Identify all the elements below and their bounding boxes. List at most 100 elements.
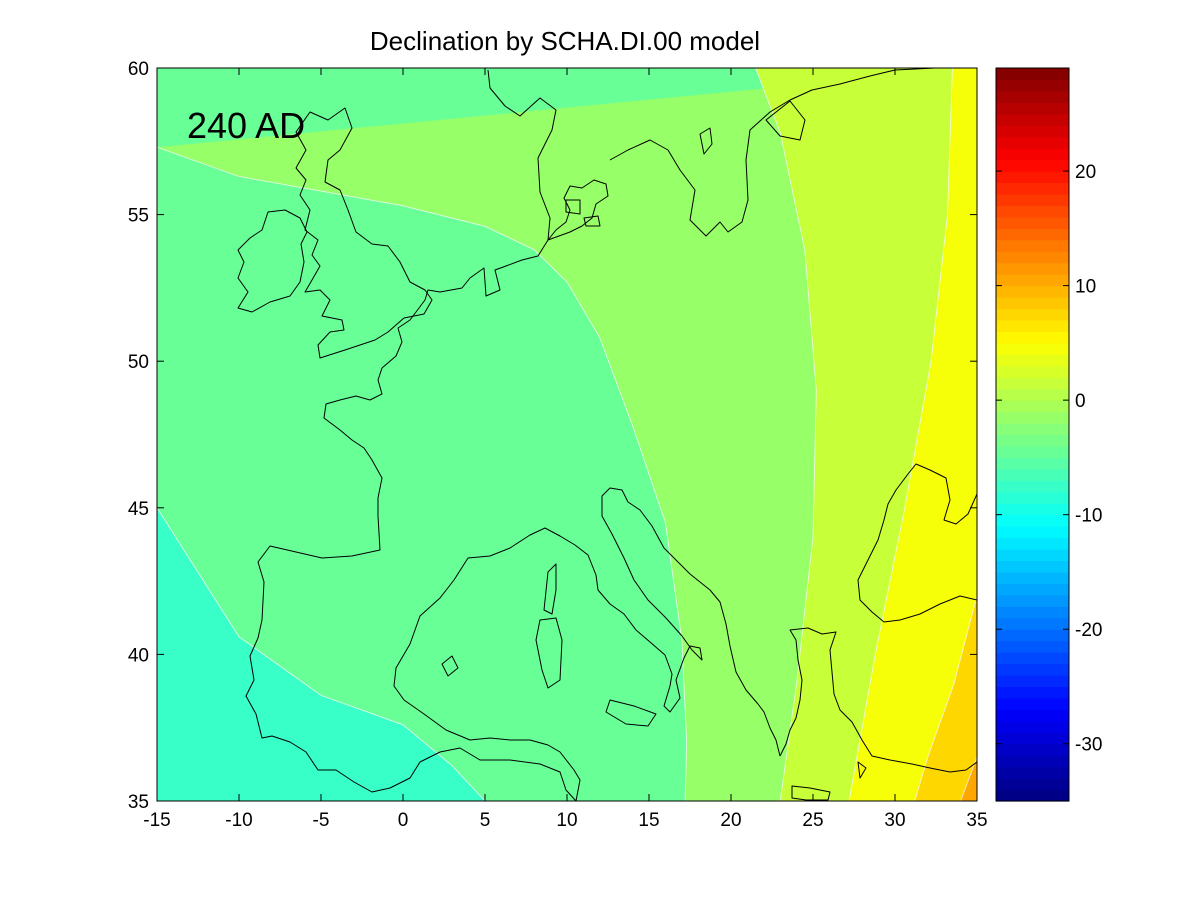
x-tick-label: 15	[638, 810, 659, 831]
colorbar-segment	[996, 675, 1069, 688]
contour-region-5	[849, 68, 977, 801]
colorbar-segment	[996, 113, 1069, 126]
colorbar-tick-label: -20	[1075, 620, 1102, 641]
colorbar-segment	[996, 319, 1069, 333]
x-tick-label: -10	[225, 810, 252, 831]
colorbar-tick-label: -10	[1075, 506, 1102, 527]
colorbar-segment	[996, 640, 1069, 653]
colorbar-segment	[996, 68, 1069, 81]
coastline-baltic-east	[765, 100, 806, 141]
colorbar-segment	[996, 732, 1069, 745]
colorbar-segment	[996, 159, 1069, 172]
colorbar-segment	[996, 423, 1069, 436]
coastline-funen	[583, 215, 601, 227]
colorbar-segment	[996, 549, 1069, 562]
colorbar-segment	[996, 480, 1069, 493]
contour-region-6	[914, 595, 977, 801]
coastline-ireland	[237, 209, 308, 313]
colorbar-segment	[996, 136, 1069, 149]
x-tick-label: 10	[556, 810, 577, 831]
colorbar-segment	[996, 262, 1069, 275]
x-tick-label: 30	[884, 810, 905, 831]
colorbar-ticks: -30 -20 -10 0 10 20	[996, 162, 1102, 756]
contour-line-level-0	[755, 68, 817, 801]
colorbar-segment	[996, 365, 1069, 378]
colorbar-segment	[996, 239, 1069, 252]
y-tick-label: 40	[128, 645, 149, 666]
colorbar-segment	[996, 251, 1069, 264]
colorbar-segment	[996, 274, 1069, 287]
colorbar-segment	[996, 652, 1069, 665]
colorbar-tick-label: 20	[1075, 162, 1096, 183]
colorbar-segment	[996, 102, 1069, 115]
x-tick-label: 20	[720, 810, 741, 831]
contour-region-3	[157, 68, 977, 801]
y-tick-label: 45	[128, 499, 149, 520]
colorbar-segment	[996, 617, 1069, 630]
colorbar-segment	[996, 594, 1069, 607]
y-axis: 35 40 45 50 55 60	[128, 59, 977, 813]
x-axis: -15 -10 -5 0 5 10 15 20 25 30 35	[143, 68, 988, 831]
colorbar-segment	[996, 216, 1069, 229]
y-tick-label: 60	[128, 59, 149, 80]
colorbar-segment	[996, 388, 1069, 401]
colorbar-frame	[995, 67, 1070, 802]
colorbar-segment	[996, 125, 1069, 138]
colorbar-segment	[996, 537, 1069, 550]
coastline-map	[237, 68, 977, 801]
contour-fill	[157, 68, 977, 801]
colorbar-segment	[996, 697, 1069, 710]
colorbar	[996, 68, 1069, 802]
contour-lines	[157, 68, 977, 801]
colorbar-segment	[996, 720, 1069, 733]
colorbar-segment	[996, 457, 1069, 470]
coastline-balkans-turkey	[779, 627, 977, 773]
colorbar-segment	[996, 583, 1069, 596]
coastline-mallorca	[441, 655, 459, 677]
colorbar-segment	[996, 411, 1069, 424]
contour-line-level-6	[914, 595, 977, 801]
colorbar-segment	[996, 205, 1069, 218]
coastline-sardinia	[535, 617, 563, 689]
coastline-gotland	[699, 127, 713, 155]
colorbar-segment	[996, 400, 1069, 413]
colorbar-segment	[996, 778, 1069, 791]
colorbar-segment	[996, 755, 1069, 768]
y-tick-label: 50	[128, 352, 149, 373]
y-tick-label: 55	[128, 206, 149, 227]
colorbar-segment	[996, 606, 1069, 619]
colorbar-segment	[996, 182, 1069, 195]
chart-title: Declination by SCHA.DI.00 model	[370, 26, 760, 56]
x-tick-label: 25	[802, 810, 823, 831]
coastline-continental-europe	[245, 69, 577, 801]
colorbar-segment	[996, 526, 1069, 539]
colorbar-segment	[996, 148, 1069, 161]
colorbar-segment	[996, 90, 1069, 103]
colorbar-tick-label: 0	[1075, 391, 1086, 412]
colorbar-segment	[996, 766, 1069, 779]
colorbar-segment	[996, 514, 1069, 527]
x-tick-label: -5	[313, 810, 330, 831]
coastline-sweden	[609, 68, 977, 237]
colorbar-segment	[996, 342, 1069, 355]
colorbar-segment	[996, 297, 1069, 310]
colorbar-segment	[996, 503, 1069, 516]
coastline-crete	[791, 785, 831, 801]
x-tick-label: 35	[966, 810, 987, 831]
colorbar-segment	[996, 193, 1069, 207]
colorbar-tick-label: -30	[1075, 735, 1102, 756]
contour-line-level--6	[157, 507, 486, 801]
colorbar-segment	[996, 789, 1069, 802]
x-tick-label: 5	[480, 810, 491, 831]
colorbar-segment	[996, 571, 1069, 584]
colorbar-segment	[996, 560, 1069, 573]
coastline-corsica	[543, 563, 557, 615]
colorbar-segment	[996, 468, 1069, 481]
colorbar-segment	[996, 686, 1069, 699]
colorbar-segment	[996, 308, 1069, 321]
contour-line-level--3	[157, 146, 688, 801]
coastline-black-sea	[857, 463, 977, 623]
coastline-sicily	[605, 699, 657, 727]
colorbar-segment	[996, 79, 1069, 92]
